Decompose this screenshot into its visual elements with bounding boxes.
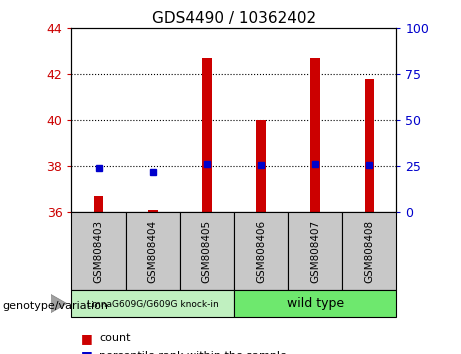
FancyBboxPatch shape: [234, 290, 396, 317]
Bar: [148, 210, 158, 212]
Text: GSM808403: GSM808403: [94, 220, 104, 283]
Text: percentile rank within the sample: percentile rank within the sample: [99, 351, 287, 354]
Text: GSM808404: GSM808404: [148, 220, 158, 283]
Bar: [365, 79, 374, 212]
Text: GSM808405: GSM808405: [202, 220, 212, 283]
Bar: [256, 120, 266, 212]
Text: GSM808408: GSM808408: [364, 220, 374, 283]
FancyBboxPatch shape: [342, 212, 396, 290]
Polygon shape: [51, 294, 67, 313]
FancyBboxPatch shape: [125, 212, 180, 290]
Bar: [202, 58, 212, 212]
FancyBboxPatch shape: [288, 212, 342, 290]
Text: wild type: wild type: [287, 297, 344, 310]
Text: genotype/variation: genotype/variation: [2, 301, 108, 311]
Text: GSM808406: GSM808406: [256, 220, 266, 283]
Bar: [94, 196, 103, 212]
FancyBboxPatch shape: [71, 290, 234, 317]
Text: ■: ■: [81, 349, 92, 354]
Text: GSM808407: GSM808407: [310, 220, 320, 283]
Bar: [310, 58, 320, 212]
Title: GDS4490 / 10362402: GDS4490 / 10362402: [152, 11, 316, 26]
Text: LmnaG609G/G609G knock-in: LmnaG609G/G609G knock-in: [87, 299, 219, 308]
FancyBboxPatch shape: [180, 212, 234, 290]
FancyBboxPatch shape: [234, 212, 288, 290]
Text: ■: ■: [81, 332, 92, 344]
Text: count: count: [99, 333, 130, 343]
FancyBboxPatch shape: [71, 212, 125, 290]
